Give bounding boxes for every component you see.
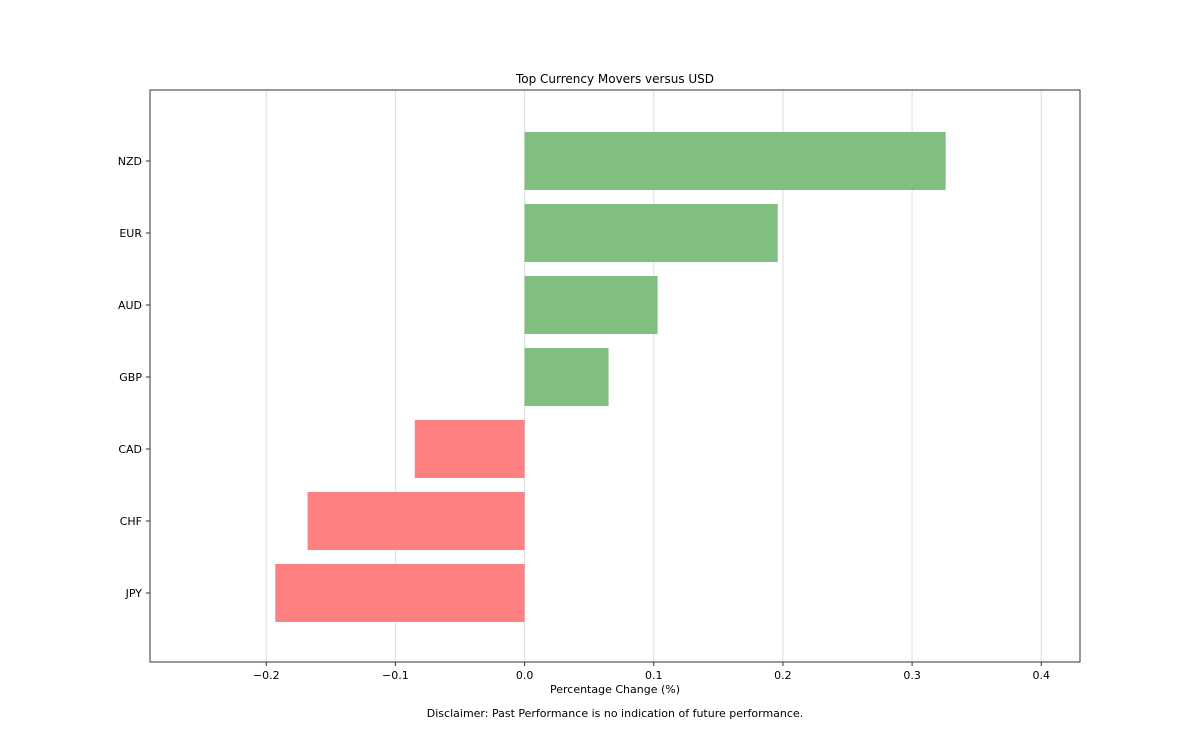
axis-ticks: −0.2 −0.1 0.0 0.1 0.2 0.3 0.4 NZD EUR AUD GBP CAD CH… — [118, 155, 1050, 682]
bar-cad — [414, 420, 525, 478]
plot-frame — [149, 89, 1081, 663]
bar-gbp — [524, 348, 609, 406]
y-tick-label: CHF — [120, 515, 142, 528]
x-tick-label: 0.1 — [645, 669, 663, 682]
y-tick-label: CAD — [118, 443, 142, 456]
x-tick-label: 0.4 — [1033, 669, 1051, 682]
x-tick-label: 0.2 — [774, 669, 792, 682]
x-tick-label: −0.2 — [253, 669, 280, 682]
y-tick-label: JPY — [125, 587, 143, 600]
x-tick-label: 0.3 — [903, 669, 921, 682]
bar-aud — [524, 276, 658, 334]
bar-chf — [307, 492, 525, 550]
bar-nzd — [524, 132, 946, 190]
disclaimer-footnote: Disclaimer: Past Performance is no indic… — [427, 707, 803, 720]
x-axis-label: Percentage Change (%) — [550, 683, 680, 696]
bars — [275, 132, 946, 622]
y-tick-label: AUD — [118, 299, 142, 312]
y-tick-label: EUR — [119, 227, 142, 240]
x-tick-label: −0.1 — [382, 669, 409, 682]
y-tick-label: GBP — [119, 371, 142, 384]
bar-jpy — [275, 564, 525, 622]
chart-title: Top Currency Movers versus USD — [515, 72, 714, 86]
y-tick-label: NZD — [118, 155, 142, 168]
x-tick-label: 0.0 — [516, 669, 534, 682]
bar-eur — [524, 204, 778, 262]
